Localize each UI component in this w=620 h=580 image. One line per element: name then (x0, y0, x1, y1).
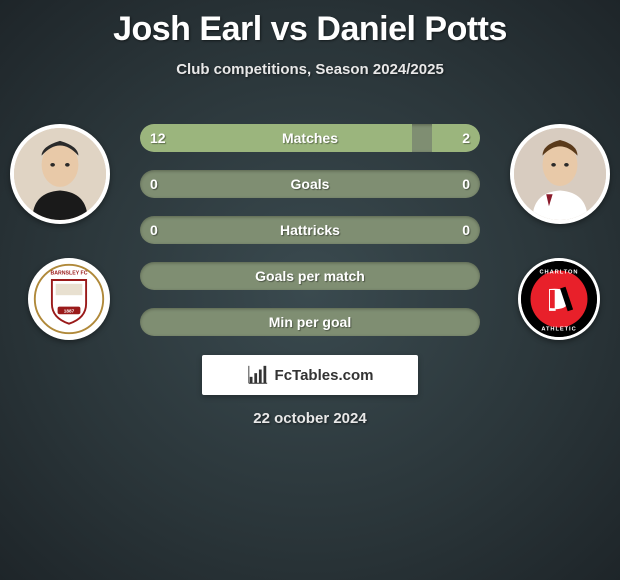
club-badge-left: 1887 BARNSLEY FC (28, 258, 110, 340)
club-badge-right: CHARLTON ATHLETIC (518, 258, 600, 340)
svg-text:CHARLTON: CHARLTON (540, 269, 579, 275)
stat-rows-container: 12Matches20Goals00Hattricks0Goals per ma… (140, 124, 480, 354)
stat-row: 12Matches2 (140, 124, 480, 152)
snapshot-date: 22 october 2024 (0, 410, 620, 427)
stat-value-right: 0 (462, 216, 470, 244)
svg-text:ATHLETIC: ATHLETIC (541, 326, 576, 332)
stat-value-right: 0 (462, 170, 470, 198)
player2-photo (510, 124, 610, 224)
watermark-text: FcTables.com (275, 367, 374, 384)
vs-text: vs (271, 10, 308, 48)
player2-name: Daniel Potts (316, 10, 506, 48)
player1-name: Josh Earl (113, 10, 262, 48)
season-subtitle: Club competitions, Season 2024/2025 (0, 61, 620, 78)
svg-text:1887: 1887 (64, 308, 75, 314)
player1-photo (10, 124, 110, 224)
comparison-title: Josh Earl vs Daniel Potts (0, 0, 620, 49)
svg-text:BARNSLEY FC: BARNSLEY FC (50, 270, 87, 276)
stat-label: Goals per match (140, 262, 480, 290)
stat-label: Goals (140, 170, 480, 198)
stat-row: 0Goals0 (140, 170, 480, 198)
chart-icon (247, 364, 269, 386)
stat-label: Matches (140, 124, 480, 152)
stat-label: Hattricks (140, 216, 480, 244)
stat-label: Min per goal (140, 308, 480, 336)
watermark-badge: FcTables.com (202, 355, 418, 395)
stat-row: Min per goal (140, 308, 480, 336)
stat-row: Goals per match (140, 262, 480, 290)
stat-value-right: 2 (462, 124, 470, 152)
stat-row: 0Hattricks0 (140, 216, 480, 244)
